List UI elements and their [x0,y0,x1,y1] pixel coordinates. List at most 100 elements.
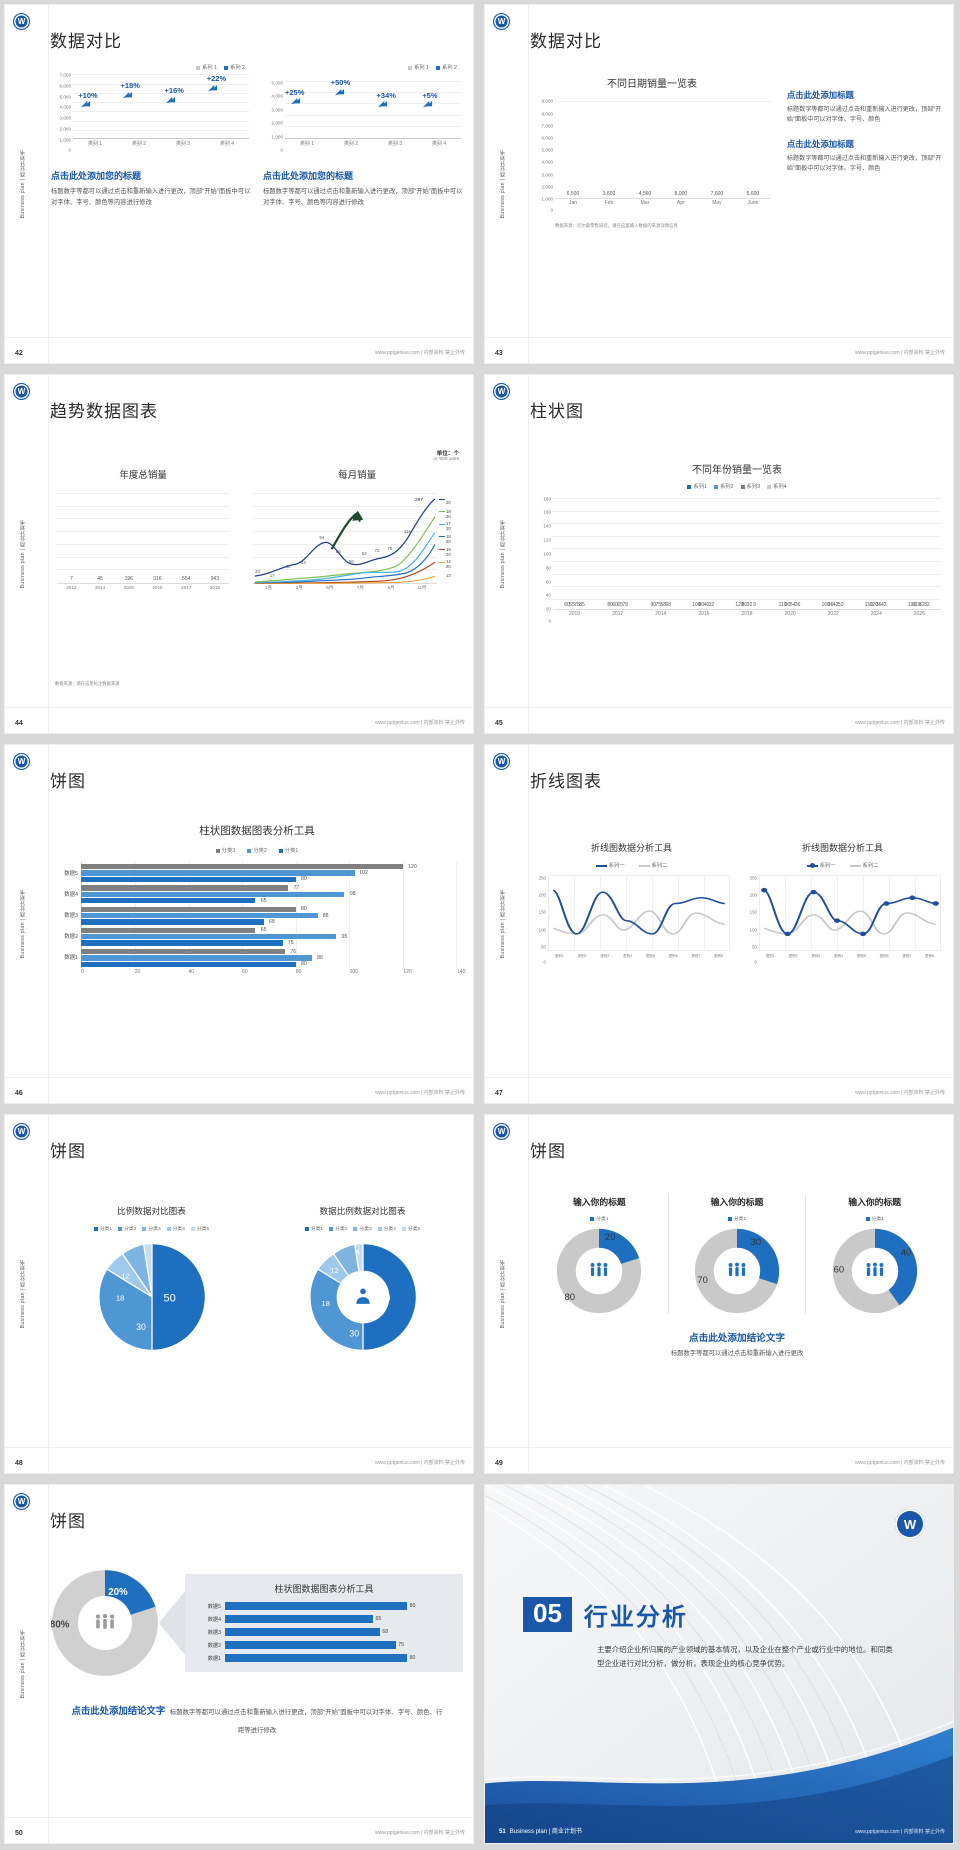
x-tick: 类别 4 [219,141,235,147]
x-tick: 类别4 [623,954,633,958]
slide-cell-50: W Business plan | 商业计划书 饼图 20% 80% [0,1480,480,1850]
delta-label: +50% [330,77,351,87]
series-lines [254,498,436,584]
legend-label: 系列3 [746,484,761,490]
slide-42: W Business plan | 商业计划书 数据对比 系列 1 系列 2 7… [4,4,474,364]
bar-value: 6,500 [566,191,580,197]
value-label: 20% [108,1587,128,1598]
x-tick: Feb [604,200,614,206]
logo-badge: W [493,1123,510,1140]
row-label: 数据2 [207,1642,221,1649]
svg-text:18: 18 [321,1299,330,1308]
x-tick: 100 [349,969,358,975]
point-label: 63 [361,551,367,557]
plot-area [548,875,730,951]
delta-label: +34% [376,90,396,100]
page-title: 趋势数据图表 [50,402,158,421]
slide-cell-51: W 05 行业分析 主要介绍企业所归属的产业领域的基本情况，以及企业在整个产业或… [480,1480,960,1850]
slide-45: W Business plan | 商业计划书 柱状图 不同年份销量一览表 系列… [484,374,954,734]
y-tick: 数据1 [64,955,78,962]
chart-legend: 系列一 系列二 [531,861,732,869]
x-tick: 类别1 [765,954,775,958]
block-heading: 点击此处添加标题 [786,90,854,100]
bars: 6,500 3,600 4,560 8,000 7,600 5,600 [555,98,771,199]
x-tick: 类别 3 [175,141,191,147]
bar-chart: 7,000 6,000 5,000 4,000 3,000 2,000 1,000 0 [51,72,251,153]
logo-badge: W [13,13,30,30]
x-tick: 11月 [417,585,427,590]
chart-title: 比例数据对比图表 [117,1206,186,1216]
line-chart: 250 200 150 100 50 0 [742,875,943,967]
slide-cell-43: W Business plan | 商业计划书 数据对比 不同日期销量一览表 9… [480,0,960,370]
rail-label: Business plan | 商业计划书 [20,1629,26,1699]
chart-legend: 分类1 [531,1215,668,1222]
plot-area: +25% +50% +34% +5% [285,73,461,140]
x-tick: May [712,200,722,206]
bar-chart: 9,000 8,000 7,000 6,000 5,000 4,000 3,000 2,0… [531,98,773,213]
point-label: 50 [348,558,354,564]
point-label: 94 [319,534,325,540]
x-axis: 类别1 类别2 类别3 类别4 类别5 类别6 类别7 类别8 [548,954,730,967]
legend-label: 分类2 [335,1227,348,1232]
chart-title: 折线图数据分析工具 [801,843,883,853]
x-tick: 2010 [568,611,581,617]
left-rail: W Business plan | 商业计划书 [485,375,529,733]
delta-label: +22% [206,74,227,84]
y-tick: 数据5 [64,870,78,877]
arrow-up-icon [123,91,133,98]
bars [285,73,461,139]
donut-row: 输入你的标题 分类1 20 80 [531,1195,943,1314]
footer-link: www.pptgenius.com | 内部资料 禁止外传 [375,1090,465,1096]
slide-cell-44: W Business plan | 商业计划书 趋势数据图表 单位：个 in '… [0,370,480,740]
background-decoration [485,1485,953,1843]
rest-label: 80% [51,1619,70,1630]
page-number: 45 [495,720,503,727]
conclusion-heading: 点击此处添加结论文字 [71,1705,166,1716]
legend-label: 分类4 [172,1227,185,1232]
donut-chart: 20 80 [556,1228,642,1314]
arrow-up-icon [291,97,301,105]
x-tick: 2012 [612,611,624,617]
x-tick: June [747,200,759,206]
section-paragraph: 标题数字等都可以通过点击和重新输入进行更改，顶部“开始”面板中可以对字体、字号、… [263,188,463,206]
page-number: 50 [15,1830,23,1837]
x-tick: 类别 2 [131,141,147,147]
chart-block-1: 折线图数据分析工具 系列一 系列二 250 200 150 100 50 0 [531,841,732,1075]
section-heading: 点击此处添加您的标题 [51,171,142,181]
rest-label: 80 [565,1292,576,1303]
left-rail: W Business plan | 商业计划书 [485,745,529,1103]
donut-svg: 20 80 [557,1228,642,1314]
legend-label: 系列2 [719,484,734,490]
page-number: 48 [15,1460,23,1467]
chart-legend: 系列一 系列二 [742,861,943,869]
row-label: 数据5 [207,1603,221,1610]
left-rail: W Business plan | 商业计划书 [5,1115,49,1473]
x-tick: Jan [568,200,578,206]
slide-body: 系列 1 系列 2 7,000 6,000 5,000 4,000 3,000 2,00… [51,63,463,333]
unit-cn: 单位：个 [436,451,459,457]
point-label: 17 [269,573,275,579]
value-label: 20 [605,1232,616,1243]
slide-footer: 43 www.pptgenius.com | 内部资料 禁止外传 [485,337,953,363]
plot-area: 7 45 196 316 554 943 [57,493,230,585]
y-tick: 数据4 [64,891,78,898]
arrow-up-icon [377,101,387,108]
slide-body: 不同年份销量一览表 系列1 系列2 系列3 系列4 180 160 140 120 1… [531,461,943,705]
x-tick: 80 [295,969,302,975]
legend-label: 分类1 [284,848,299,854]
plot-area: 6,500 3,600 4,560 8,000 7,600 5,600 [555,98,771,199]
x-tick: 60 [242,969,248,975]
chart-source: 数据来源：尼尔森零售研究，请在这里输入数据的来源详情信息 [555,223,678,228]
chart-legend: 系列1 系列2 系列3 系列4 [531,482,943,490]
y-axis: 7,000 6,000 5,000 4,000 3,000 2,000 1,000 0 [59,72,72,153]
x-axis: 类别1 类别2 类别3 类别4 类别5 类别6 类别7 类别8 [759,954,941,967]
svg-text:12: 12 [330,1266,339,1275]
logo-badge: W [493,753,510,770]
legend-label: 分类5 [196,1227,210,1232]
row-label: 数据1 [207,1655,221,1662]
page-title: 饼图 [50,1142,86,1161]
page-title: 数据对比 [50,32,122,51]
line-chart: 23 17 37 44 94 66 50 63 72 76 115 287 [251,493,463,598]
donut-svg: 20% 80% [50,1570,158,1676]
